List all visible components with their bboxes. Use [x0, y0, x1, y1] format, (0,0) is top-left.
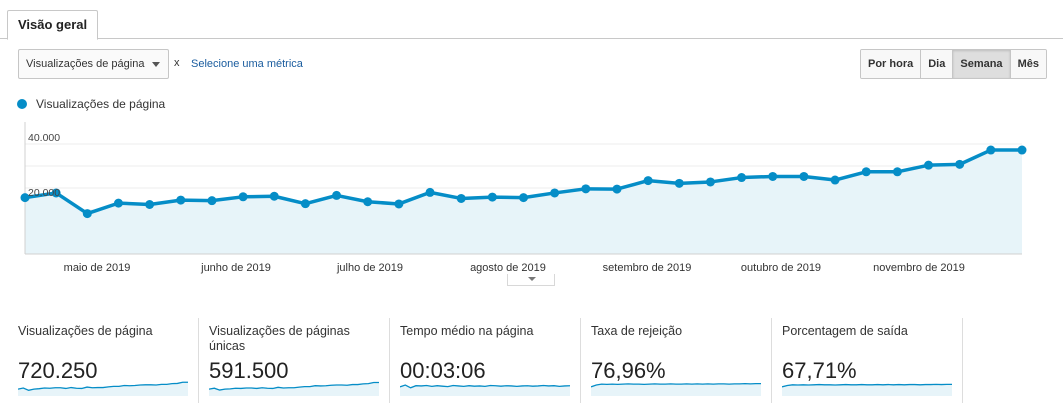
data-point	[51, 188, 61, 198]
summary-card-pageviews[interactable]: Visualizações de página 720.250	[8, 318, 199, 403]
data-point	[581, 184, 591, 194]
granularity-selector: Por hora Dia Semana Mês	[860, 49, 1047, 79]
data-point	[924, 160, 934, 170]
summary-value: 720.250	[18, 358, 98, 383]
data-point	[674, 178, 684, 188]
legend-dot-icon	[17, 99, 27, 109]
sparkline-area	[18, 382, 188, 396]
x-tick-label: setembro de 2019	[603, 262, 692, 274]
data-point	[861, 167, 871, 177]
pageviews-chart: 20.000 40.000 maio de 2019 junho de 2019 jul…	[20, 122, 1027, 274]
x-tick-label: julho de 2019	[336, 262, 403, 274]
tab-bar: Visão geral	[0, 0, 1063, 40]
summary-label: Visualizações de páginas únicas	[209, 324, 350, 353]
data-point	[113, 198, 123, 208]
sparkline-area	[400, 385, 570, 396]
data-point	[705, 177, 715, 187]
tab-overview[interactable]: Visão geral	[7, 10, 99, 40]
chart-legend: Visualizações de página	[17, 97, 165, 111]
x-tick-label: outubro de 2019	[741, 262, 821, 274]
summary-label: Visualizações de página	[18, 324, 153, 338]
y-tick-label: 40.000	[28, 132, 60, 144]
summary-value: 67,71%	[782, 358, 857, 383]
data-point	[300, 199, 310, 209]
data-point	[82, 209, 92, 219]
data-point	[768, 171, 778, 181]
sparkline	[18, 381, 188, 396]
summary-card-unique-pageviews[interactable]: Visualizações de páginas únicas 591.500	[199, 318, 390, 403]
granularity-month-button[interactable]: Mês	[1009, 50, 1046, 78]
data-point	[487, 192, 497, 202]
granularity-hour-button[interactable]: Por hora	[861, 50, 921, 78]
data-point	[643, 176, 653, 186]
data-point	[269, 191, 279, 201]
sparkline-line	[209, 381, 379, 391]
summary-card-exit-rate[interactable]: Porcentagem de saída 67,71%	[772, 318, 963, 403]
chart-collapse-toggle[interactable]	[507, 274, 555, 286]
legend-label: Visualizações de página	[36, 97, 166, 111]
granularity-day-button[interactable]: Dia	[920, 50, 953, 78]
data-point	[799, 171, 809, 181]
sparkline	[209, 381, 379, 396]
sparkline	[782, 383, 952, 396]
data-point	[238, 192, 248, 202]
granularity-week-button[interactable]: Semana	[952, 50, 1010, 78]
chevron-down-icon	[528, 277, 536, 281]
summary-card-avg-time[interactable]: Tempo médio na página 00:03:06	[390, 318, 581, 403]
data-point	[955, 159, 965, 169]
summary-label: Tempo médio na página	[400, 324, 534, 338]
sparkline-area	[782, 384, 952, 396]
x-tick-label: novembro de 2019	[873, 262, 965, 274]
data-point	[830, 175, 840, 185]
x-tick-label: maio de 2019	[64, 262, 131, 274]
data-point	[612, 184, 622, 194]
summary-value: 591.500	[209, 358, 289, 383]
data-point	[1017, 145, 1027, 155]
data-point	[363, 197, 373, 207]
data-point	[519, 193, 528, 203]
data-point	[456, 193, 466, 203]
chevron-down-icon	[152, 62, 160, 67]
data-point	[986, 145, 996, 155]
metric-dropdown-value: Visualizações de página	[26, 58, 145, 70]
data-point	[550, 188, 560, 198]
summary-card-bounce-rate[interactable]: Taxa de rejeição 76,96%	[581, 318, 772, 403]
x-tick-label: junho de 2019	[200, 262, 271, 274]
data-point	[394, 199, 404, 209]
summary-value: 00:03:06	[400, 358, 486, 383]
sparkline	[400, 384, 570, 396]
data-point	[20, 193, 30, 203]
data-point	[207, 196, 217, 206]
sparkline-area	[209, 382, 379, 396]
sparkline-line	[400, 384, 570, 389]
sparkline-area	[591, 383, 761, 396]
data-point	[176, 195, 186, 205]
y-tick-label: 20.000	[28, 187, 60, 199]
sparkline-line	[591, 383, 761, 388]
sparkline-line	[18, 381, 188, 391]
sparkline-line	[782, 383, 952, 388]
data-point	[332, 190, 342, 200]
summary-value: 76,96%	[591, 358, 666, 383]
summary-label: Porcentagem de saída	[782, 324, 908, 338]
add-metric-link[interactable]: Selecione uma métrica	[191, 58, 303, 70]
summary-label: Taxa de rejeição	[591, 324, 683, 338]
metric-dropdown[interactable]: Visualizações de página	[18, 49, 169, 79]
data-point	[425, 187, 435, 197]
sparkline	[591, 383, 761, 396]
data-point	[145, 200, 155, 209]
metric-separator: x	[174, 57, 180, 69]
data-point	[892, 167, 902, 177]
x-tick-label: agosto de 2019	[470, 262, 546, 274]
data-point	[737, 173, 747, 183]
